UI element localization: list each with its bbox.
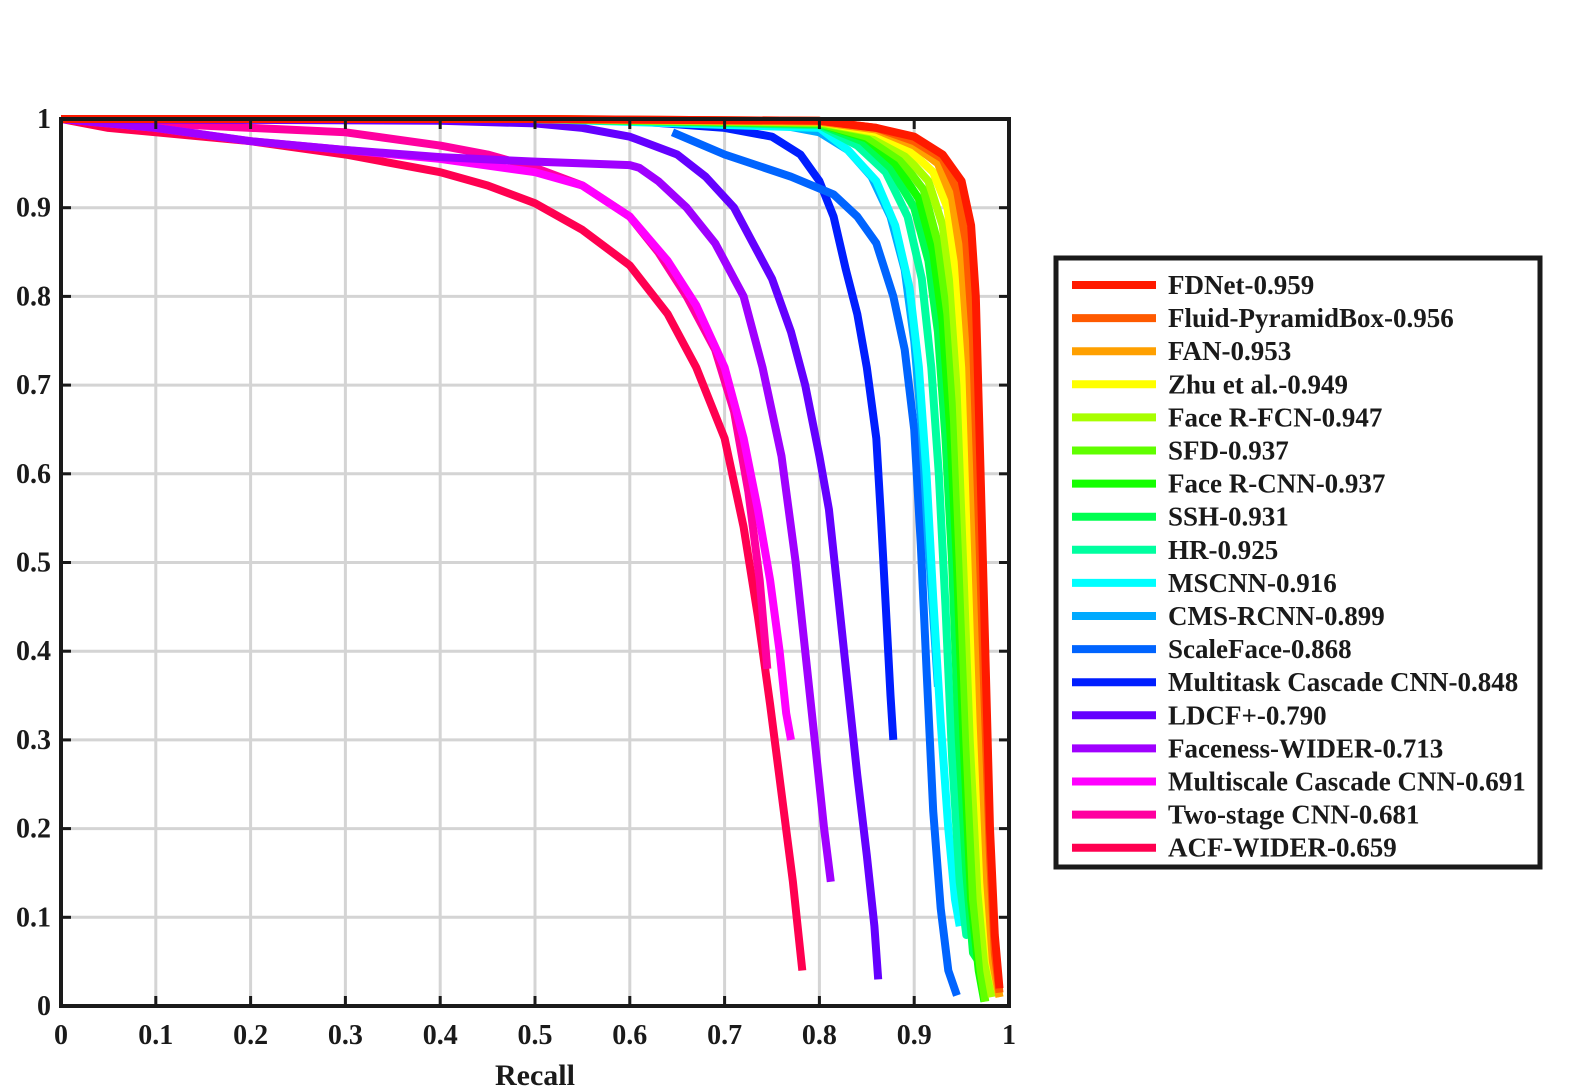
legend-label: CMS-RCNN-0.899	[1168, 601, 1385, 631]
x-tick-label: 0.6	[612, 1020, 647, 1051]
series-lines	[60, 115, 1004, 1003]
series-line-0	[61, 115, 1004, 989]
series-line-17	[60, 115, 807, 971]
x-tick-label: 1	[1002, 1020, 1016, 1051]
y-tick-label: 0.5	[16, 548, 51, 579]
axis-ticks	[59, 117, 1011, 1008]
series-line-4	[61, 115, 996, 998]
legend-label: Multiscale Cascade CNN-0.691	[1168, 767, 1526, 797]
legend: FDNet-0.959Fluid-PyramidBox-0.956FAN-0.9…	[1053, 255, 1543, 870]
legend-label: FAN-0.953	[1168, 336, 1291, 366]
y-tick-label: 0.6	[16, 459, 51, 490]
legend-label: HR-0.925	[1168, 535, 1278, 565]
legend-label: MSCNN-0.916	[1168, 568, 1337, 598]
x-tick-label: 0.7	[707, 1020, 742, 1051]
legend-label: ScaleFace-0.868	[1168, 634, 1352, 664]
x-axis-label: Recall	[495, 1059, 575, 1092]
legend-label: ACF-WIDER-0.659	[1168, 833, 1397, 863]
x-tick-label: 0.5	[518, 1020, 553, 1051]
x-tick-label: 0.2	[233, 1020, 268, 1051]
y-tick-label: 0.4	[16, 636, 51, 667]
legend-label: Two-stage CNN-0.681	[1168, 800, 1419, 830]
legend-label: Zhu et al.-0.949	[1168, 369, 1348, 399]
y-tick-label: 0.1	[16, 902, 51, 933]
legend-label: Face R-CNN-0.937	[1168, 469, 1385, 499]
legend-label: Face R-FCN-0.947	[1168, 402, 1382, 432]
y-tick-label: 0.9	[16, 193, 51, 224]
legend-label: LDCF+-0.790	[1168, 700, 1327, 730]
y-tick-label: 0.3	[16, 725, 51, 756]
legend-label: FDNet-0.959	[1168, 270, 1314, 300]
series-line-13	[60, 115, 883, 980]
x-tick-label: 0.8	[802, 1020, 837, 1051]
y-tick-label: 0.7	[16, 370, 51, 401]
legend-label: Fluid-PyramidBox-0.956	[1168, 303, 1454, 333]
y-tick-label: 0.8	[16, 281, 51, 312]
series-line-11	[670, 128, 961, 997]
series-line-16	[60, 115, 772, 670]
x-tick-label: 0.1	[138, 1020, 173, 1051]
legend-label: Faceness-WIDER-0.713	[1168, 733, 1443, 763]
x-tick-label: 0.4	[423, 1020, 458, 1051]
legend-label: Multitask Cascade CNN-0.848	[1168, 667, 1518, 697]
x-tick-label: 0.9	[897, 1020, 932, 1051]
y-tick-label: 0	[37, 991, 51, 1022]
series-line-5	[61, 115, 990, 1003]
x-axis-tick-labels: 0 0.1 0.2 0.3 0.4 0.5 0.6 0.7 0.8 0.9 1	[54, 1020, 1016, 1051]
y-tick-label: 0.2	[16, 814, 51, 845]
y-axis-tick-labels: 0 0.1 0.2 0.3 0.4 0.5 0.6 0.7 0.8 0.9 1	[16, 104, 51, 1022]
x-tick-label: 0.3	[328, 1020, 363, 1051]
legend-label: SFD-0.937	[1168, 436, 1289, 466]
series-line-2	[61, 115, 1004, 998]
series-line-1	[61, 115, 1004, 994]
series-line-14	[60, 115, 835, 883]
legend-items: FDNet-0.959Fluid-PyramidBox-0.956FAN-0.9…	[1072, 270, 1526, 863]
legend-label: SSH-0.931	[1168, 502, 1289, 532]
legend-box	[1053, 255, 1543, 870]
series-line-3	[61, 115, 1004, 998]
series-line-6	[61, 115, 989, 1003]
series-line-15	[60, 115, 795, 741]
y-tick-label: 1	[37, 104, 51, 135]
x-tick-label: 0	[54, 1020, 68, 1051]
